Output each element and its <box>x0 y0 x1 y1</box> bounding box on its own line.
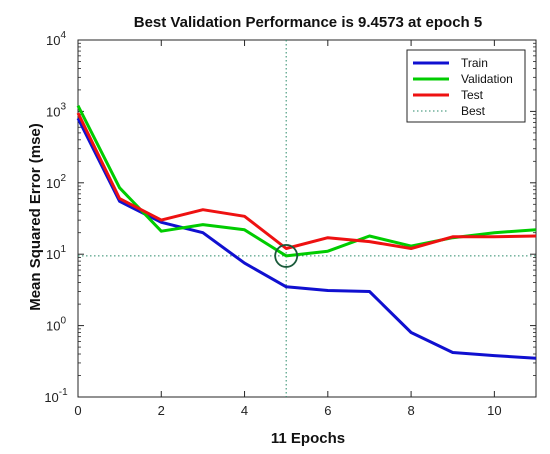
y-tick-label-base: 10 <box>46 319 60 334</box>
legend-label-best: Best <box>461 104 486 118</box>
legend: Train Validation Test Best <box>406 49 526 123</box>
x-tick-label: 4 <box>241 403 248 418</box>
x-tick-label: 2 <box>158 403 165 418</box>
y-tick-label-exponent: 1 <box>60 244 66 255</box>
y-tick-label: 100 <box>46 316 66 334</box>
y-tick-label-base: 10 <box>46 33 60 48</box>
y-tick-label-base: 10 <box>46 104 60 119</box>
x-tick-label: 6 <box>324 403 331 418</box>
y-tick-label: 10-1 <box>44 387 68 405</box>
y-tick-label: 104 <box>46 30 66 48</box>
y-tick-label-base: 10 <box>46 247 60 262</box>
y-axis-label: Mean Squared Error (mse) <box>27 123 44 311</box>
x-tick-label: 10 <box>487 403 501 418</box>
y-tick-label-base: 10 <box>46 176 60 191</box>
y-tick-label-base: 10 <box>44 390 58 405</box>
series-line-test <box>76 112 537 250</box>
y-tick-label-exponent: 2 <box>60 173 66 184</box>
y-tick-label: 102 <box>46 173 66 191</box>
legend-label-validation: Validation <box>461 72 513 86</box>
series-line-train <box>76 117 537 360</box>
y-tick-label-exponent: 3 <box>60 101 66 112</box>
x-tick-label: 0 <box>74 403 81 418</box>
y-tick-label-exponent: 4 <box>60 30 66 41</box>
chart-title: Best Validation Performance is 9.4573 at… <box>134 14 482 31</box>
best-point-marker <box>274 244 299 268</box>
x-axis-label: 11 Epochs <box>271 430 345 447</box>
legend-label-test: Test <box>461 88 484 102</box>
y-tick-label: 101 <box>46 244 66 262</box>
y-tick-label-exponent: 0 <box>60 316 66 327</box>
y-tick-label-exponent: -1 <box>59 387 68 398</box>
y-tick-label: 103 <box>46 101 66 119</box>
legend-label-train: Train <box>461 56 488 70</box>
x-tick-label: 8 <box>407 403 414 418</box>
